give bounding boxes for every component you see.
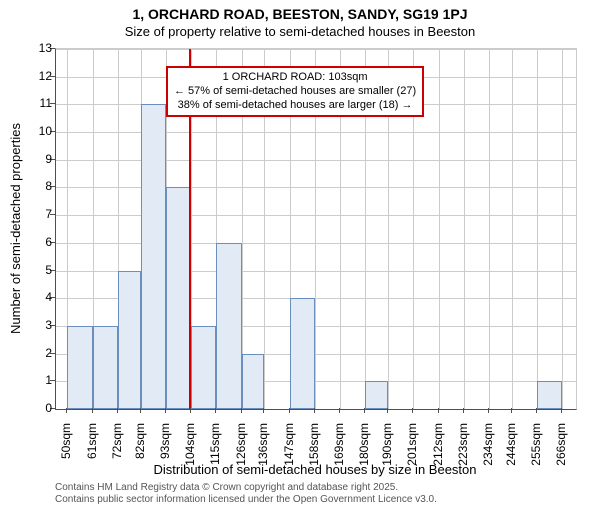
ytick-label: 3	[12, 318, 52, 332]
xtick-mark	[463, 408, 464, 413]
xtick-mark	[387, 408, 388, 413]
ytick-label: 0	[12, 401, 52, 415]
x-axis-label: Distribution of semi-detached houses by …	[55, 462, 575, 477]
title-line-1: 1, ORCHARD ROAD, BEESTON, SANDY, SG19 1P…	[0, 6, 600, 22]
gridline-h	[56, 160, 576, 161]
ytick-label: 1	[12, 373, 52, 387]
xtick-mark	[364, 408, 365, 413]
callout-line-1: 1 ORCHARD ROAD: 103sqm	[174, 71, 416, 85]
footer-attribution: Contains HM Land Registry data © Crown c…	[55, 482, 437, 506]
xtick-mark	[438, 408, 439, 413]
histogram-bar	[166, 187, 191, 409]
xtick-mark	[165, 408, 166, 413]
xtick-mark	[536, 408, 537, 413]
callout-box: 1 ORCHARD ROAD: 103sqm← 57% of semi-deta…	[166, 66, 424, 117]
ytick-label: 13	[12, 41, 52, 55]
xtick-mark	[140, 408, 141, 413]
histogram-bar	[93, 326, 118, 409]
chart-container: 1, ORCHARD ROAD, BEESTON, SANDY, SG19 1P…	[0, 0, 600, 500]
gridline-h	[56, 49, 576, 50]
histogram-bar	[67, 326, 92, 409]
gridline-h	[56, 132, 576, 133]
ytick-label: 2	[12, 346, 52, 360]
plot-area: 1 ORCHARD ROAD: 103sqm← 57% of semi-deta…	[55, 48, 577, 410]
footer-line-1: Contains HM Land Registry data © Crown c…	[55, 482, 437, 494]
gridline-v	[537, 49, 538, 409]
histogram-bar	[537, 381, 562, 409]
histogram-bar	[141, 104, 166, 409]
ytick-label: 8	[12, 179, 52, 193]
xtick-mark	[412, 408, 413, 413]
xtick-mark	[339, 408, 340, 413]
xtick-mark	[241, 408, 242, 413]
ytick-label: 5	[12, 263, 52, 277]
ytick-label: 10	[12, 124, 52, 138]
xtick-mark	[190, 408, 191, 413]
histogram-bar	[242, 354, 265, 409]
gridline-h	[56, 243, 576, 244]
xtick-mark	[561, 408, 562, 413]
xtick-mark	[66, 408, 67, 413]
gridline-v	[464, 49, 465, 409]
callout-line-3: 38% of semi-detached houses are larger (…	[174, 99, 416, 113]
gridline-v	[512, 49, 513, 409]
ytick-label: 9	[12, 152, 52, 166]
ytick-label: 7	[12, 207, 52, 221]
ytick-label: 11	[12, 96, 52, 110]
ytick-label: 6	[12, 235, 52, 249]
xtick-mark	[117, 408, 118, 413]
gridline-v	[439, 49, 440, 409]
ytick-label: 4	[12, 290, 52, 304]
gridline-v	[562, 49, 563, 409]
gridline-h	[56, 187, 576, 188]
callout-line-2: ← 57% of semi-detached houses are smalle…	[174, 85, 416, 99]
xtick-mark	[92, 408, 93, 413]
histogram-bar	[216, 243, 241, 409]
gridline-h	[56, 215, 576, 216]
gridline-v	[489, 49, 490, 409]
xtick-mark	[215, 408, 216, 413]
xtick-mark	[289, 408, 290, 413]
xtick-mark	[488, 408, 489, 413]
xtick-mark	[263, 408, 264, 413]
ytick-label: 12	[12, 69, 52, 83]
histogram-bar	[365, 381, 388, 409]
xtick-mark	[511, 408, 512, 413]
histogram-bar	[118, 271, 141, 409]
histogram-bar	[290, 298, 315, 409]
xtick-mark	[314, 408, 315, 413]
footer-line-2: Contains public sector information licen…	[55, 494, 437, 506]
title-line-2: Size of property relative to semi-detach…	[0, 24, 600, 39]
histogram-bar	[191, 326, 216, 409]
